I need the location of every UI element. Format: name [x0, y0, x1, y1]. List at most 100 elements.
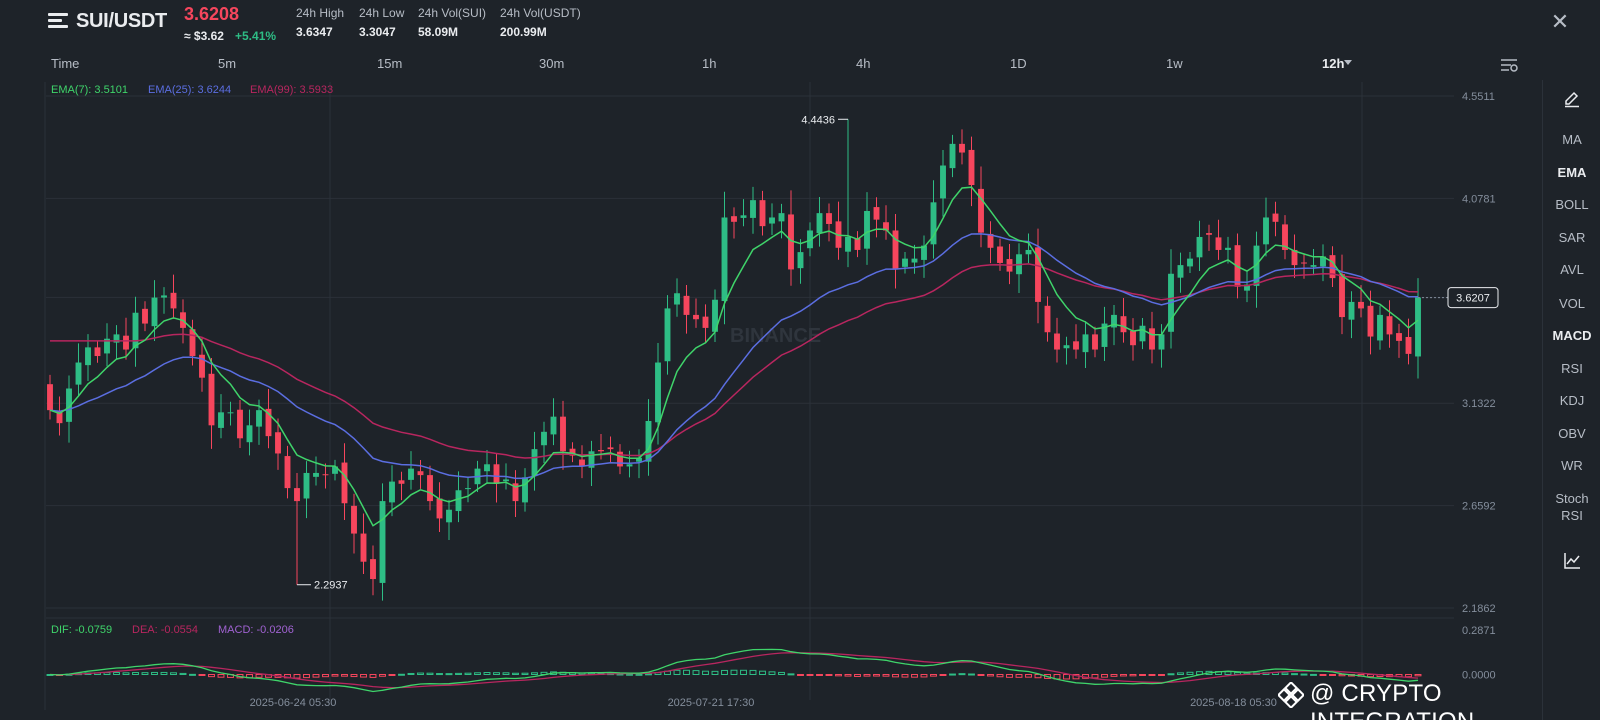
macd-histogram-bar — [768, 671, 776, 676]
indicator-sar[interactable]: SAR — [1558, 230, 1586, 245]
candle-body — [522, 477, 528, 503]
indicator-wr[interactable]: WR — [1561, 458, 1583, 473]
macd-histogram-bar — [949, 673, 956, 676]
macd-histogram-bar — [939, 674, 947, 677]
dea-legend: DEA: -0.0554 — [132, 624, 198, 636]
timeframe-bar: Time 5m 15m 30m 1h 4h 1D 1w 12h — [0, 52, 1520, 76]
candle-body — [493, 464, 500, 484]
candle-body — [778, 213, 785, 222]
current-price-label: 3.6207 — [1456, 293, 1490, 305]
price-tick-label: 4.5511 — [1462, 91, 1495, 103]
tab-30m[interactable]: 30m — [539, 56, 565, 71]
macd-histogram-bar — [369, 674, 377, 678]
indicator-ema[interactable]: EMA — [1557, 165, 1587, 180]
indicator-obv[interactable]: OBV — [1558, 426, 1586, 441]
stat-value: 3.3047 — [359, 25, 396, 39]
macd-histogram-bar — [455, 672, 462, 676]
macd-histogram-bar — [1186, 671, 1194, 676]
candle-body — [883, 222, 889, 231]
tab-15m[interactable]: 15m — [377, 56, 403, 71]
candle-body — [351, 505, 357, 534]
x-axis-label: 2025-07-21 17:30 — [668, 697, 755, 709]
macd-histogram-bar — [1414, 674, 1422, 677]
indicator-ma[interactable]: MA — [1562, 132, 1582, 147]
macd-histogram-bar — [198, 674, 206, 677]
candle-body — [341, 462, 348, 504]
candle-body — [1206, 233, 1212, 235]
candle-body — [845, 236, 851, 252]
candle-body — [1396, 333, 1402, 341]
macd-histogram-bar — [445, 673, 453, 676]
candle-body — [332, 466, 338, 474]
macd-histogram-bar — [854, 674, 861, 677]
candle-body — [75, 362, 82, 385]
watermark-text: @ CRYPTO INTEGRATION — [1310, 680, 1474, 720]
candle-body — [550, 416, 557, 435]
indicator-macd[interactable]: MACD — [1552, 328, 1592, 343]
indicator-stoch-rsi[interactable]: Stoch RSI — [1555, 491, 1589, 523]
candle-body — [398, 480, 405, 484]
high-price-label: 4.4436 — [801, 114, 835, 126]
x-axis-label: 2025-08-18 05:30 — [1190, 697, 1277, 709]
candle-body — [503, 479, 509, 482]
pair-name[interactable]: SUI/USDT — [76, 10, 167, 32]
pencil-icon[interactable] — [1563, 90, 1581, 108]
candle-body — [123, 335, 129, 350]
macd-histogram-bar — [350, 674, 358, 678]
candle-body — [294, 488, 300, 502]
tab-12h[interactable]: 12h — [1322, 56, 1345, 71]
candle-body — [1386, 316, 1393, 335]
current-price-tag — [1447, 287, 1499, 309]
price-usd: ≈ $3.62 — [184, 29, 224, 43]
macd-histogram-bar — [312, 674, 320, 678]
tab-1w[interactable]: 1w — [1166, 56, 1183, 71]
macd-histogram-bar — [806, 674, 814, 677]
chart-type-icon[interactable] — [1563, 552, 1581, 570]
macd-histogram-bar — [645, 673, 652, 676]
indicator-vol[interactable]: VOL — [1558, 296, 1585, 311]
tab-4h[interactable]: 4h — [856, 56, 871, 71]
indicator-kdj[interactable]: KDJ — [1559, 393, 1585, 408]
macd-histogram-bar — [141, 672, 149, 676]
tab-1h[interactable]: 1h — [702, 56, 717, 71]
chart-settings-icon[interactable] — [1500, 57, 1518, 73]
macd-histogram-bar — [892, 674, 899, 678]
price-chart[interactable]: BINANCE 4.5511 4.0781 3.1322 2.6592 2.1862 4.4… — [0, 0, 1540, 720]
candle-body — [721, 217, 728, 302]
indicator-boll[interactable]: BOLL — [1555, 197, 1589, 212]
menu-icon[interactable] — [48, 13, 68, 29]
macd-histogram-bar — [1300, 673, 1308, 676]
macd-histogram-bar — [816, 674, 823, 677]
macd-histogram-bar — [132, 672, 139, 676]
tab-time[interactable]: Time — [51, 56, 80, 71]
chevron-down-icon[interactable] — [1344, 60, 1352, 65]
tab-5m[interactable]: 5m — [218, 56, 237, 71]
price-tick-label: 3.1322 — [1462, 398, 1496, 410]
candle-body — [66, 388, 72, 422]
candle-body — [1415, 297, 1421, 357]
candle-body — [655, 362, 661, 423]
stat-label: 24h Low — [359, 6, 405, 20]
candle-body — [750, 200, 756, 218]
candle-body — [1139, 325, 1146, 342]
candle-body — [113, 334, 120, 343]
candle-body — [170, 292, 177, 309]
macd-histogram-bar — [1224, 671, 1232, 676]
candle-body — [873, 207, 880, 220]
macd-histogram-bar — [360, 674, 367, 678]
macd-histogram-bar — [1310, 673, 1317, 676]
last-price: 3.6208 — [184, 4, 240, 24]
candle-body — [1339, 274, 1345, 318]
indicator-rsi[interactable]: RSI — [1561, 361, 1583, 376]
tab-1d[interactable]: 1D — [1010, 56, 1027, 71]
candle-body — [797, 252, 804, 269]
candle-body — [769, 217, 775, 224]
indicator-avl[interactable]: AVL — [1560, 262, 1584, 277]
candle-body — [1130, 330, 1136, 346]
close-icon[interactable]: ✕ — [1550, 9, 1570, 34]
candle-body — [265, 408, 272, 437]
candle-body — [693, 314, 699, 320]
candle-body — [816, 213, 823, 234]
candle-body — [322, 474, 329, 476]
candle-body — [1282, 224, 1288, 250]
